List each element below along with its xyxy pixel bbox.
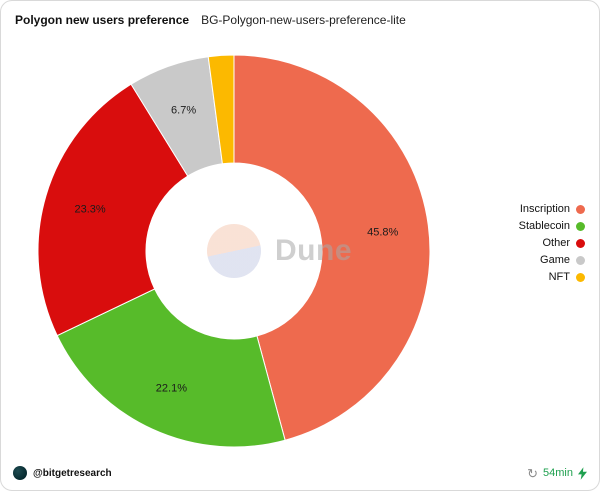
donut-slice-inscription[interactable] [233, 54, 431, 441]
legend: Inscription Stablecoin Other Game NFT [519, 203, 585, 283]
legend-item-nft[interactable]: NFT [549, 271, 585, 283]
legend-item-inscription[interactable]: Inscription [520, 203, 585, 215]
lightning-icon [578, 466, 587, 480]
legend-item-game[interactable]: Game [540, 254, 585, 266]
footer: @bitgetresearch ↻ 54min [13, 466, 587, 480]
legend-item-stablecoin[interactable]: Stablecoin [519, 220, 585, 232]
bitget-logo-icon [13, 466, 27, 480]
legend-dot [576, 221, 585, 231]
slice-label-stablecoin: 22.1% [156, 382, 187, 394]
donut-chart: 45.8% 22.1% 23.3% 6.7% [37, 54, 431, 448]
donut-slice-stablecoin[interactable] [56, 288, 286, 448]
attribution: @bitgetresearch [13, 466, 112, 480]
legend-item-other[interactable]: Other [542, 237, 585, 249]
slice-label-other: 23.3% [74, 204, 105, 216]
slice-label-game: 6.7% [171, 105, 196, 117]
freshness-label: 54min [543, 467, 573, 479]
chart-title: Polygon new users preference [15, 13, 190, 27]
slice-label-inscription: 45.8% [367, 226, 398, 238]
legend-dot [576, 238, 585, 248]
refresh-icon[interactable]: ↻ [527, 465, 539, 481]
donut-chart-area: 45.8% 22.1% 23.3% 6.7% Dune [29, 51, 439, 451]
donut-slice-other[interactable] [37, 83, 189, 337]
legend-dot [576, 255, 585, 265]
donut-slice-nft[interactable] [207, 54, 235, 165]
chart-subtitle-link[interactable]: BG-Polygon-new-users-preference-lite [201, 13, 406, 27]
legend-label: Inscription [519, 203, 570, 215]
attribution-text: @bitgetresearch [33, 467, 112, 479]
legend-dot [576, 272, 585, 282]
legend-label: NFT [548, 271, 570, 283]
data-freshness: ↻ 54min [527, 467, 587, 480]
legend-dot [576, 204, 585, 214]
legend-label: Stablecoin [518, 220, 570, 232]
chart-header: Polygon new users preference BG-Polygon-n… [15, 13, 406, 27]
legend-label: Other [542, 237, 570, 249]
legend-label: Game [540, 254, 570, 266]
